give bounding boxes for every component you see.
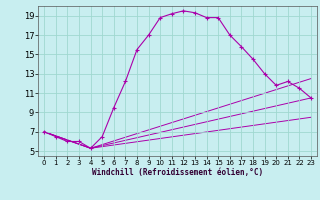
- X-axis label: Windchill (Refroidissement éolien,°C): Windchill (Refroidissement éolien,°C): [92, 168, 263, 177]
